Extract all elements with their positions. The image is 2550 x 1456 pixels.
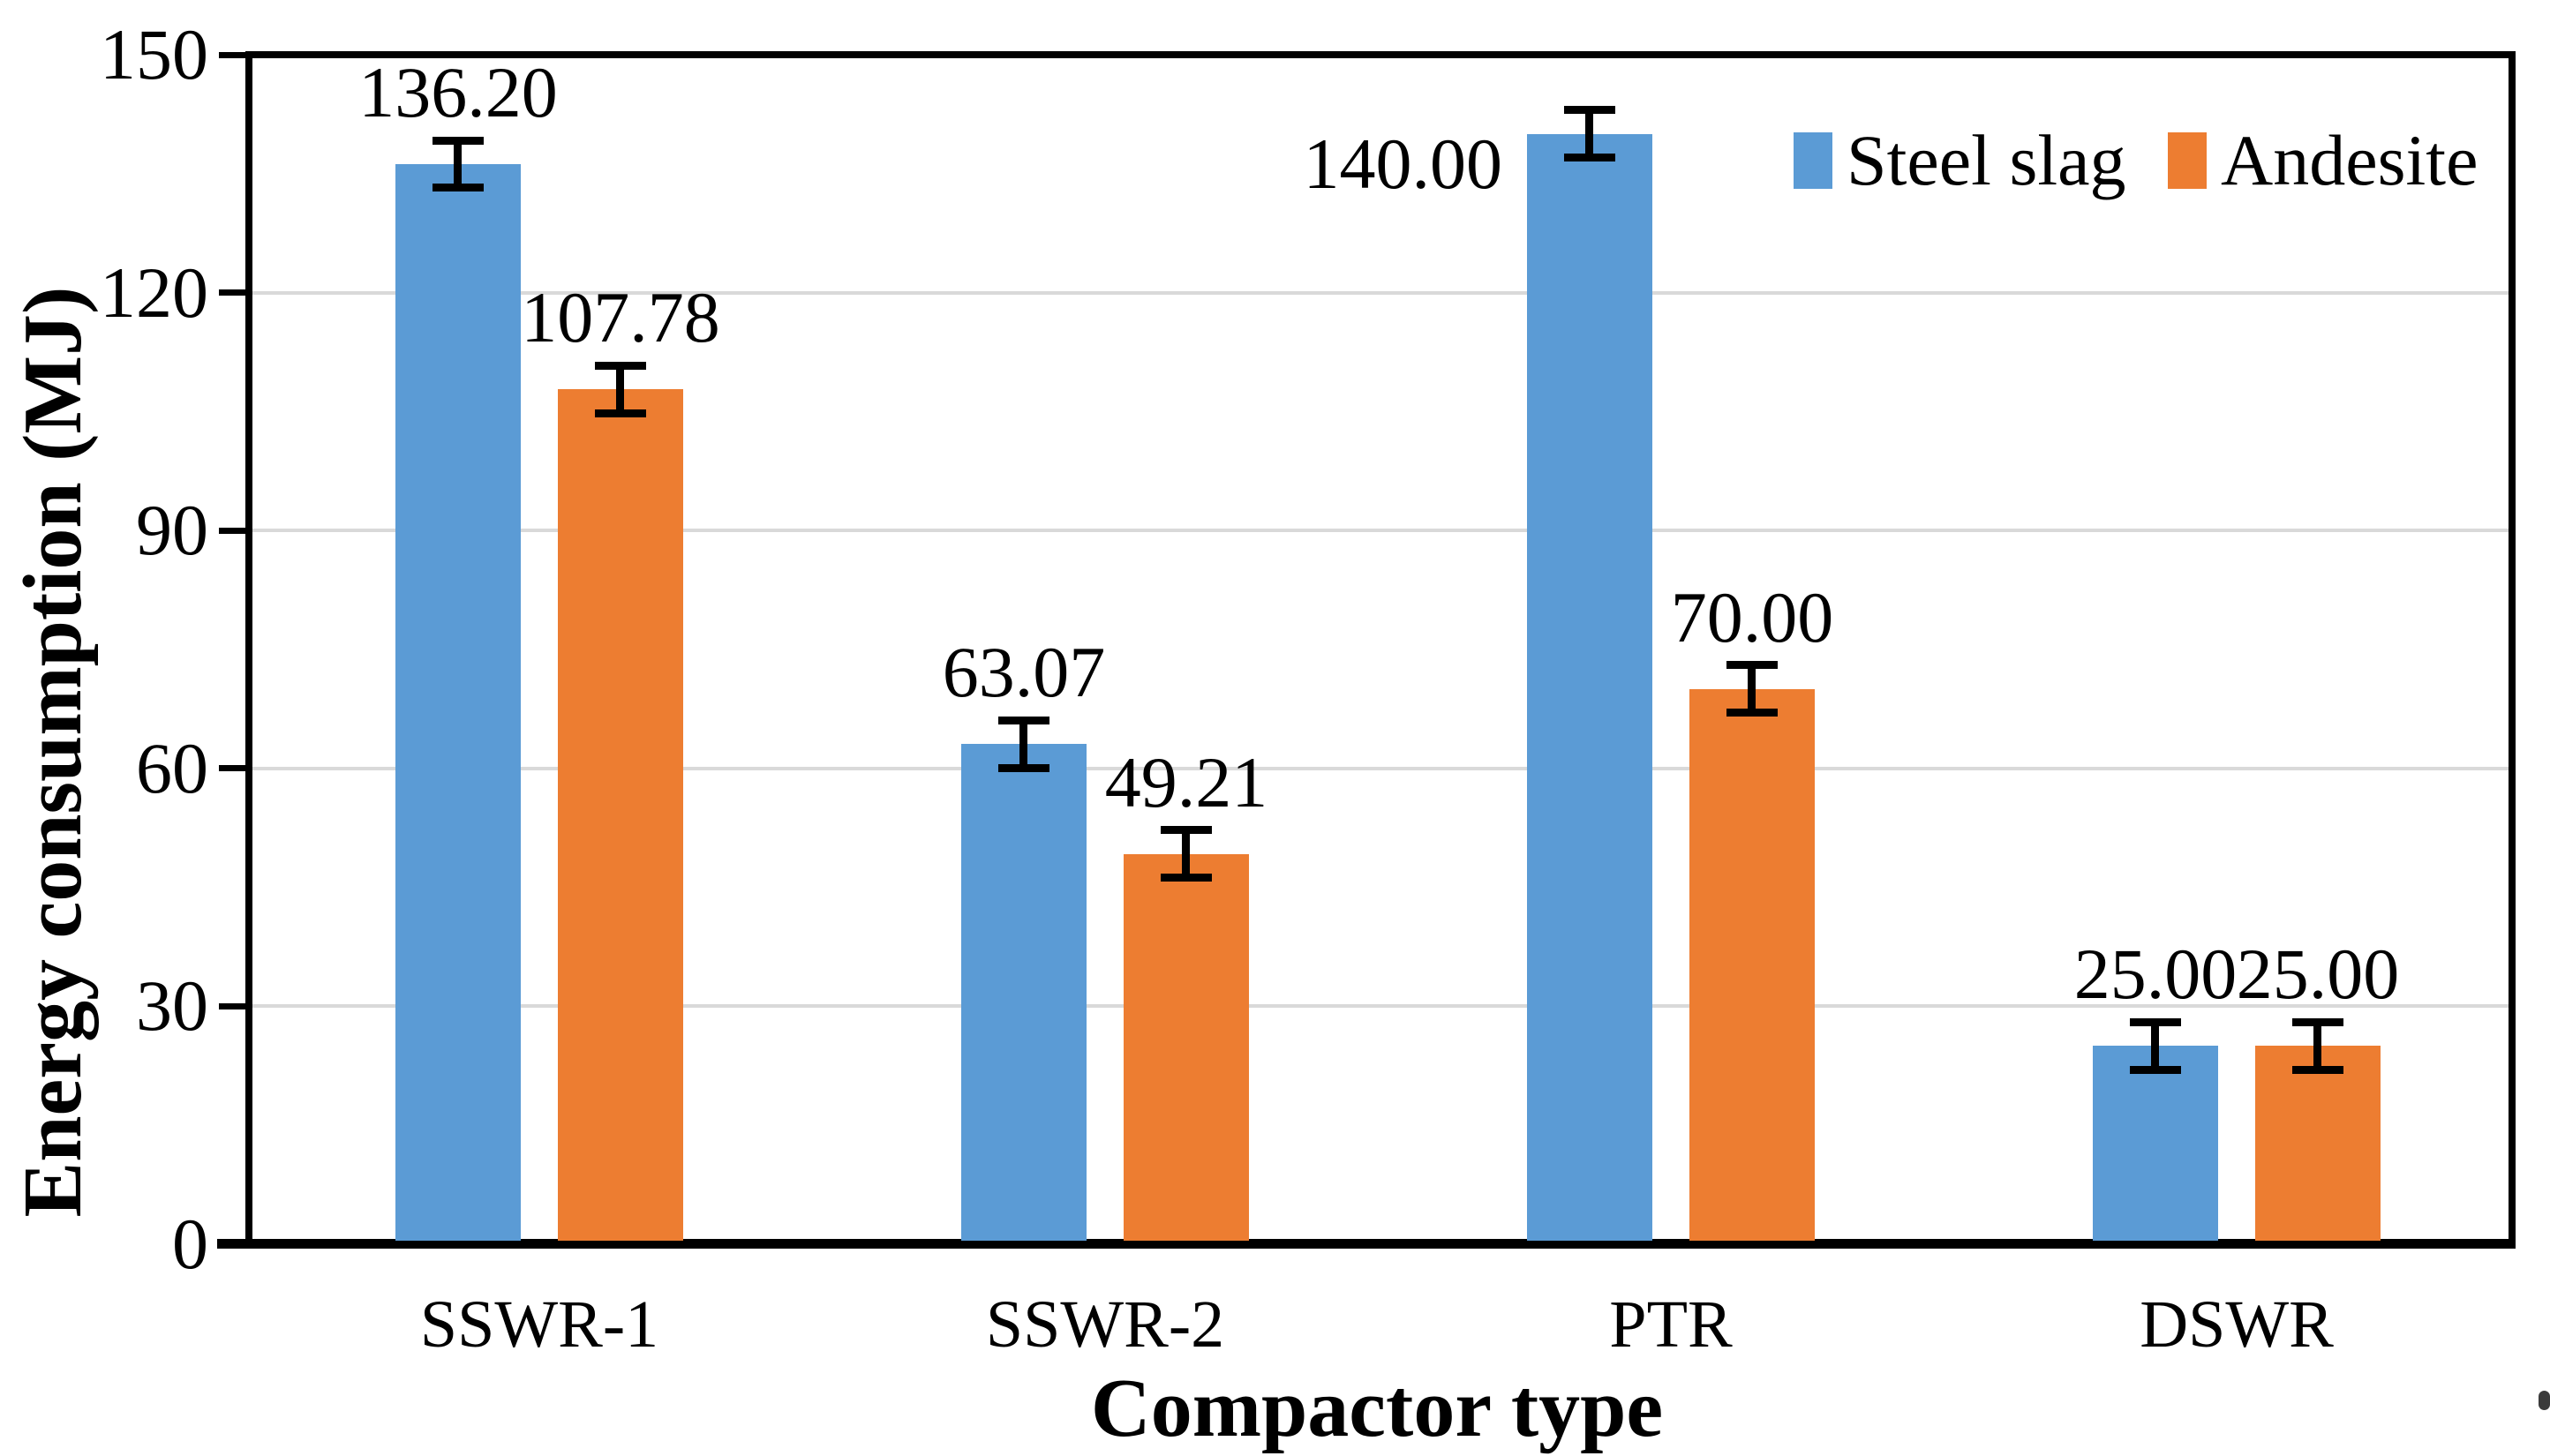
legend-swatch-andesite (2168, 132, 2207, 189)
y-tick-mark (219, 528, 249, 534)
legend-label-andesite: Andesite (2221, 120, 2479, 200)
y-tick-label: 0 (172, 1204, 208, 1284)
value-label: 63.07 (942, 632, 1106, 712)
bar-steel-slag-sswr-1 (395, 164, 521, 1241)
error-bar-cap-bottom (998, 764, 1049, 772)
bar-andesite-dswr (2255, 1046, 2381, 1241)
gridline-30 (252, 1004, 2509, 1008)
error-bar-cap-bottom (1726, 709, 1778, 717)
value-label: 70.00 (1670, 577, 1834, 657)
stray-mark (2539, 1391, 2550, 1410)
y-tick-label: 120 (100, 252, 208, 333)
error-bar-line (2151, 1022, 2159, 1069)
y-tick-mark (219, 1242, 249, 1248)
y-tick-label: 90 (136, 490, 208, 570)
error-bar-line (2313, 1022, 2321, 1069)
error-bar-cap-top (433, 137, 484, 145)
error-bar-cap-bottom (1564, 154, 1615, 161)
error-bar-cap-bottom (433, 184, 484, 191)
category-label-dswr: DSWR (2140, 1287, 2334, 1362)
plot-top-border (245, 51, 2516, 58)
y-tick-mark (219, 765, 249, 771)
error-bar-line (1585, 110, 1593, 158)
y-tick-label: 150 (100, 14, 208, 94)
y-tick-label: 30 (136, 965, 208, 1046)
error-bar-cap-top (1564, 106, 1615, 114)
y-tick-mark (219, 1003, 249, 1009)
legend-label-steel-slag: Steel slag (1847, 120, 2126, 200)
error-bar-cap-bottom (2292, 1066, 2343, 1074)
y-tick-label: 60 (136, 728, 208, 808)
error-bar-cap-top (2130, 1018, 2181, 1026)
error-bar-cap-top (998, 717, 1049, 724)
value-label: 136.20 (358, 52, 558, 132)
error-bar-cap-top (595, 362, 646, 370)
error-bar-cap-bottom (1161, 874, 1212, 882)
y-axis-title: Energy consumption (MJ) (7, 286, 99, 1218)
category-label-sswr-2: SSWR-2 (985, 1287, 1225, 1362)
y-tick-mark (219, 52, 249, 58)
value-label: 140.00 (1303, 124, 1503, 204)
error-bar-line (616, 365, 624, 413)
error-bar-line (1748, 665, 1756, 713)
error-bar-line (1019, 720, 1027, 768)
bar-steel-slag-ptr (1527, 134, 1652, 1241)
plot-right-border (2509, 51, 2516, 1248)
value-label: 49.21 (1104, 742, 1268, 822)
bar-steel-slag-dswr (2093, 1046, 2218, 1241)
bar-andesite-ptr (1689, 689, 1815, 1241)
category-label-sswr-1: SSWR-1 (419, 1287, 659, 1362)
value-label: 25.00 (2236, 934, 2400, 1014)
x-axis-title: Compactor type (1090, 1362, 1664, 1454)
category-label-ptr: PTR (1609, 1287, 1733, 1362)
gridline-120 (252, 291, 2509, 295)
gridline-60 (252, 767, 2509, 770)
bar-steel-slag-sswr-2 (961, 744, 1087, 1241)
error-bar-cap-top (1161, 826, 1212, 834)
y-tick-mark (219, 289, 249, 296)
bar-andesite-sswr-1 (558, 389, 683, 1241)
error-bar-line (1182, 830, 1190, 878)
legend-swatch-steel-slag (1794, 132, 1832, 189)
error-bar-cap-bottom (2130, 1066, 2181, 1074)
error-bar-line (454, 140, 462, 188)
bar-andesite-sswr-2 (1124, 854, 1249, 1241)
x-axis-line (217, 1239, 2516, 1249)
error-bar-cap-bottom (595, 409, 646, 417)
gridline-90 (252, 529, 2509, 532)
error-bar-cap-top (2292, 1018, 2343, 1026)
error-bar-cap-top (1726, 661, 1778, 669)
value-label: 107.78 (521, 277, 720, 357)
value-label: 25.00 (2073, 934, 2238, 1014)
y-axis-line (245, 51, 252, 1248)
